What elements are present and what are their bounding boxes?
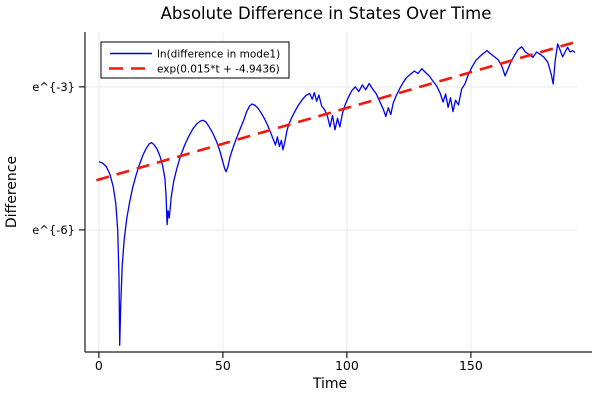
x-tick-label: 150 (459, 358, 483, 373)
chart-title: Absolute Difference in States Over Time (161, 4, 492, 23)
y-tick-label: e^{-3} (32, 80, 75, 94)
x-axis-label: Time (312, 376, 347, 392)
tick-labels: 0 50 100 150 e^{-3} e^{-6} (32, 80, 483, 373)
legend-entry-blue: ln(difference in mode1) (157, 49, 280, 61)
x-tick-label: 50 (215, 358, 231, 373)
y-axis-label: Difference (4, 156, 20, 228)
data-series (96, 39, 580, 346)
y-tick-label: e^{-6} (32, 223, 75, 237)
legend-entry-red: exp(0.015*t + -4.9436) (157, 64, 280, 76)
legend: ln(difference in mode1) exp(0.015*t + -4… (100, 41, 290, 79)
series-ln-difference (98, 43, 576, 346)
legend-box (100, 41, 290, 79)
x-tick-label: 0 (95, 358, 103, 373)
axes (79, 32, 592, 358)
x-tick-label: 100 (335, 358, 359, 373)
grid-lines (85, 32, 578, 352)
